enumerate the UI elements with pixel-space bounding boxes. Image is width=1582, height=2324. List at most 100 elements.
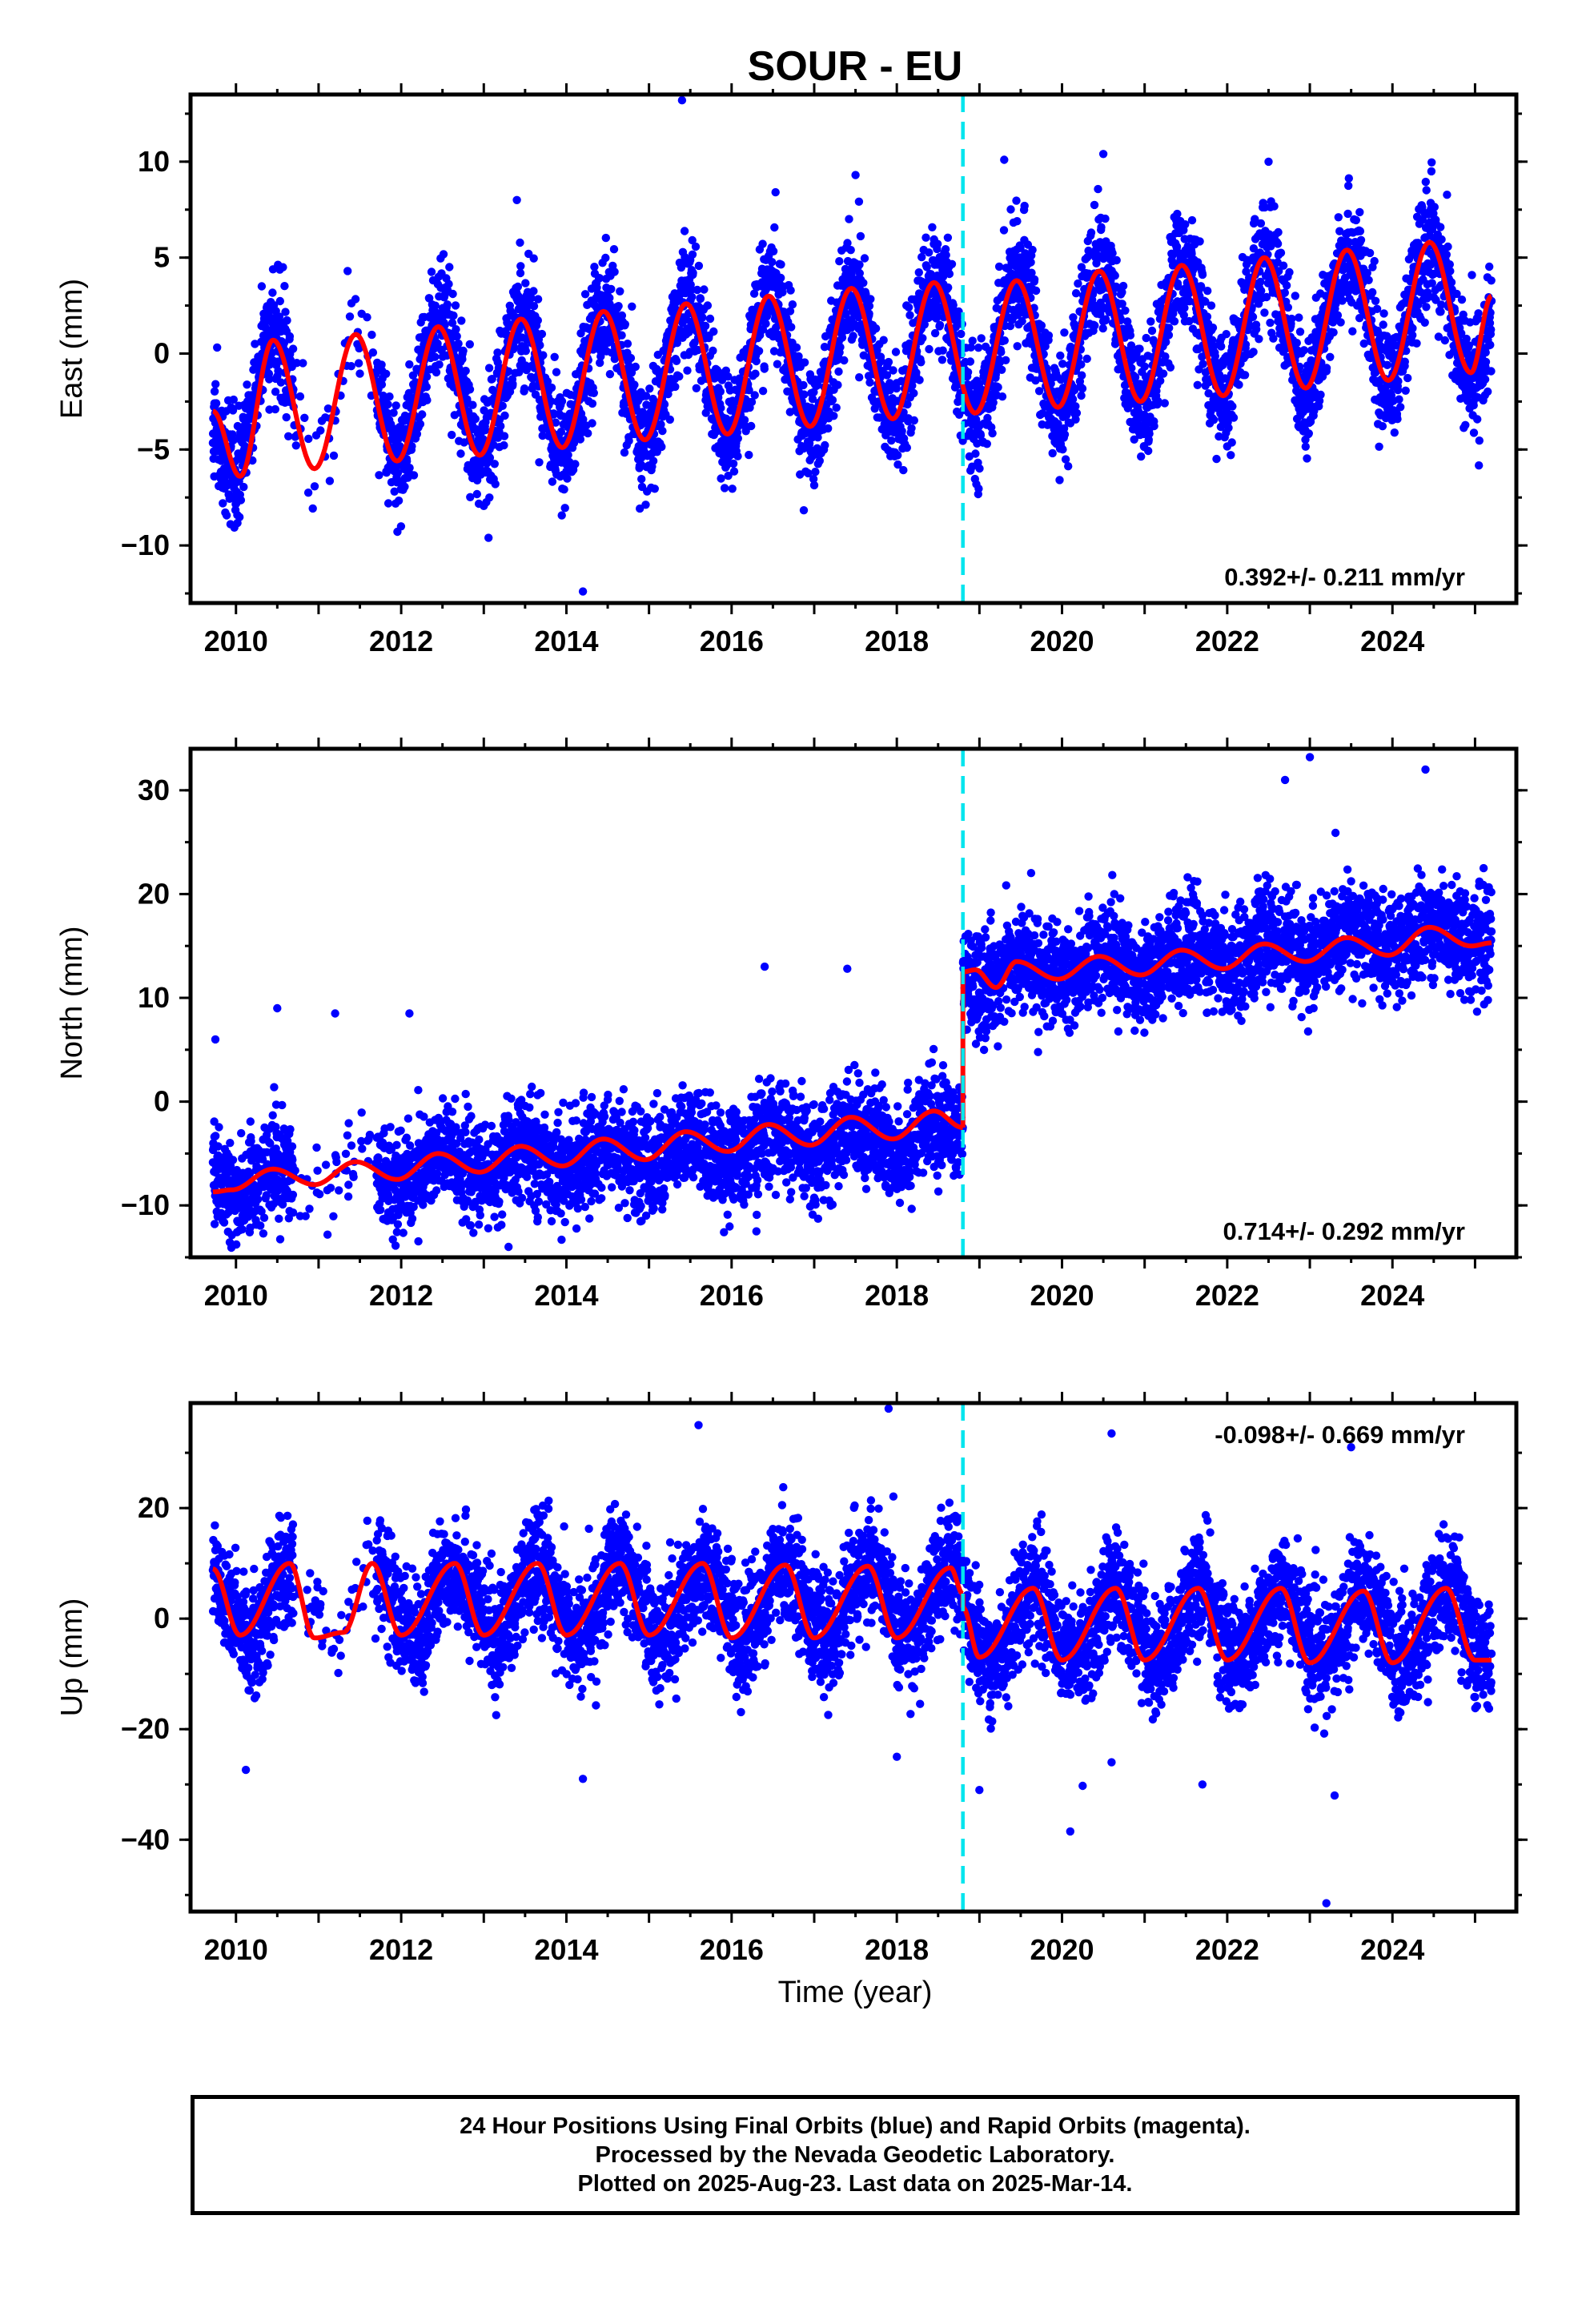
data-point	[703, 301, 713, 310]
data-point	[800, 390, 809, 399]
data-point	[925, 344, 934, 354]
data-point	[1199, 360, 1207, 368]
data-point	[325, 476, 335, 485]
data-point	[610, 267, 619, 276]
data-point	[288, 344, 298, 353]
data-point	[988, 428, 997, 438]
data-point	[500, 411, 509, 420]
data-point	[1256, 219, 1266, 228]
data-point	[1291, 292, 1300, 300]
data-point	[343, 267, 352, 275]
data-point	[404, 388, 413, 398]
data-point	[1112, 255, 1121, 265]
data-point	[504, 367, 513, 376]
panels: 2010 2012 2014 2016 2018 2020 2022 2024−10−5051…	[55, 83, 1528, 1966]
data-point	[1273, 239, 1283, 248]
data-point	[491, 480, 500, 489]
data-point	[918, 334, 927, 343]
data-point	[271, 404, 279, 414]
data-point	[500, 432, 509, 440]
data-point	[550, 352, 559, 361]
data-point	[1012, 196, 1021, 205]
data-point	[999, 226, 1009, 235]
data-point	[465, 340, 474, 349]
data-point	[1077, 391, 1086, 400]
data-point	[760, 364, 769, 373]
data-point	[457, 316, 466, 325]
data-point	[1355, 207, 1364, 217]
data-point	[650, 485, 659, 493]
data-point	[377, 360, 386, 369]
data-point	[285, 332, 295, 341]
data-point	[1037, 321, 1046, 330]
data-point	[865, 378, 874, 387]
data-point	[1166, 363, 1175, 372]
data-point	[448, 430, 456, 440]
data-point	[213, 343, 222, 352]
data-point	[630, 380, 639, 389]
data-point	[829, 412, 838, 420]
data-point	[1126, 331, 1135, 340]
data-point	[1078, 384, 1087, 393]
data-point	[500, 440, 508, 450]
data-point	[854, 197, 864, 206]
data-point	[375, 471, 383, 480]
data-point	[1203, 287, 1212, 296]
data-point	[683, 366, 692, 375]
data-point	[833, 380, 842, 389]
data-point	[427, 267, 436, 276]
data-point	[1370, 256, 1379, 266]
data-point	[408, 442, 416, 451]
data-point	[363, 313, 371, 322]
data-point	[1276, 248, 1286, 257]
data-point	[513, 282, 523, 292]
data-point	[405, 360, 414, 369]
data-point	[1295, 313, 1303, 322]
data-point	[809, 474, 818, 484]
data-point	[560, 504, 569, 513]
data-point	[865, 301, 874, 311]
data-point	[733, 434, 742, 443]
data-point	[547, 396, 556, 406]
data-point	[1013, 342, 1022, 351]
data-point	[576, 435, 585, 444]
data-point	[1086, 228, 1096, 237]
data-point	[539, 351, 548, 360]
data-point	[509, 343, 519, 352]
data-point	[837, 333, 847, 342]
data-point	[240, 441, 249, 451]
data-point	[484, 533, 493, 542]
data-point	[1270, 202, 1279, 211]
data-point	[520, 384, 529, 393]
data-point	[393, 468, 403, 477]
data-point	[855, 260, 864, 269]
data-point	[354, 359, 363, 368]
data-point	[382, 369, 391, 378]
data-point	[1257, 286, 1266, 296]
data-point	[617, 331, 626, 340]
data-point	[841, 309, 851, 318]
data-point	[368, 348, 378, 357]
data-point	[998, 392, 1007, 401]
data-point	[454, 339, 463, 348]
data-point	[291, 441, 300, 450]
data-point	[631, 362, 640, 372]
data-point	[1144, 446, 1153, 456]
data-point	[700, 285, 709, 294]
data-point	[1248, 312, 1258, 321]
data-point	[997, 348, 1006, 356]
data-point	[607, 284, 616, 294]
data-point	[284, 432, 293, 440]
data-point	[1355, 227, 1365, 235]
data-point	[275, 312, 284, 321]
data-point	[729, 459, 738, 468]
data-point	[236, 496, 246, 505]
data-point	[1393, 385, 1403, 395]
data-point	[747, 397, 757, 407]
data-point	[211, 380, 220, 388]
data-point	[688, 235, 697, 245]
data-point	[533, 295, 543, 304]
data-point	[720, 484, 729, 493]
data-point	[275, 296, 284, 306]
data-point	[1336, 318, 1345, 327]
